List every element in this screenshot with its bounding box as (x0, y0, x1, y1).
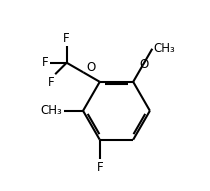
Text: F: F (96, 161, 103, 174)
Text: F: F (42, 56, 49, 69)
Text: F: F (63, 32, 70, 45)
Text: CH₃: CH₃ (41, 104, 62, 117)
Text: CH₃: CH₃ (154, 42, 176, 55)
Text: O: O (87, 61, 96, 74)
Text: O: O (140, 58, 149, 71)
Text: F: F (48, 76, 54, 89)
